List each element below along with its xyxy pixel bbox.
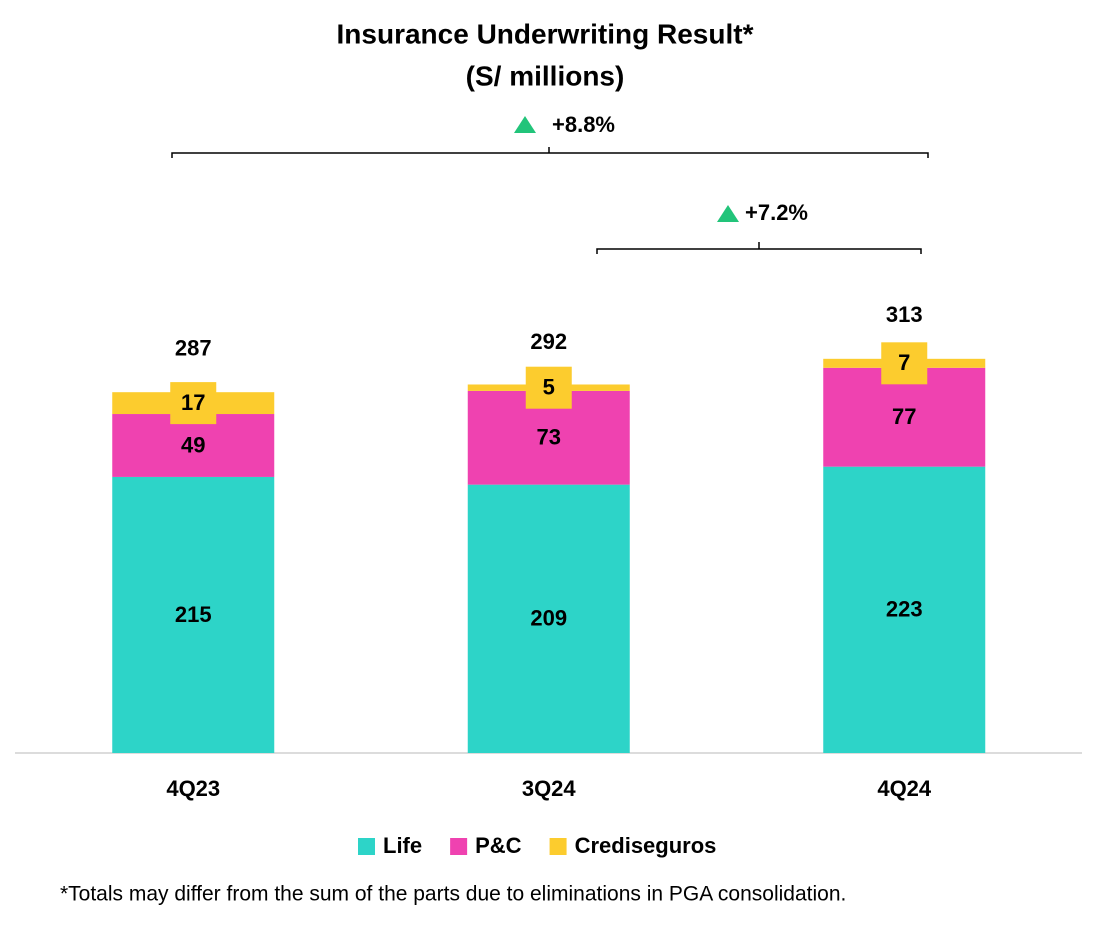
bar-segment (467, 484, 630, 753)
annotation: +7.2% (745, 200, 808, 225)
up-arrow (717, 205, 739, 222)
total-label: 313 (886, 302, 923, 327)
legend-label: P&C (475, 833, 522, 858)
label-box (881, 342, 928, 385)
data-label: 49 (181, 432, 205, 457)
legend-label: Life (383, 833, 422, 858)
total-label: 287 (175, 335, 212, 360)
bracket (171, 147, 929, 158)
x-tick-label: 3Q24 (522, 776, 577, 801)
bracket (596, 242, 922, 254)
data-label: 223 (886, 597, 923, 622)
bar-segment (112, 476, 275, 753)
data-label: 77 (892, 404, 916, 429)
legend-swatch (549, 838, 567, 855)
data-label: 215 (175, 602, 212, 627)
annotation: +8.8% (552, 112, 615, 137)
data-label: 7 (898, 350, 910, 375)
footnote: *Totals may differ from the sum of the p… (60, 883, 846, 906)
bar-segment (823, 466, 986, 753)
chart-subtitle: (S/ millions) (466, 60, 625, 91)
chart-title: Insurance Underwriting Result* (337, 18, 754, 49)
total-label: 292 (530, 329, 567, 354)
legend-label: Crediseguros (575, 833, 717, 858)
up-arrow (514, 116, 536, 133)
label-box (525, 366, 572, 409)
x-tick-label: 4Q23 (166, 776, 220, 801)
label-box (170, 382, 217, 425)
bar-segment (112, 414, 275, 477)
x-tick-label: 4Q24 (877, 776, 932, 801)
data-label: 17 (181, 390, 205, 415)
legend-swatch (450, 838, 468, 855)
data-label: 5 (543, 375, 555, 400)
legend-swatch (358, 838, 375, 855)
data-label: 73 (537, 425, 561, 450)
data-label: 209 (530, 606, 567, 631)
